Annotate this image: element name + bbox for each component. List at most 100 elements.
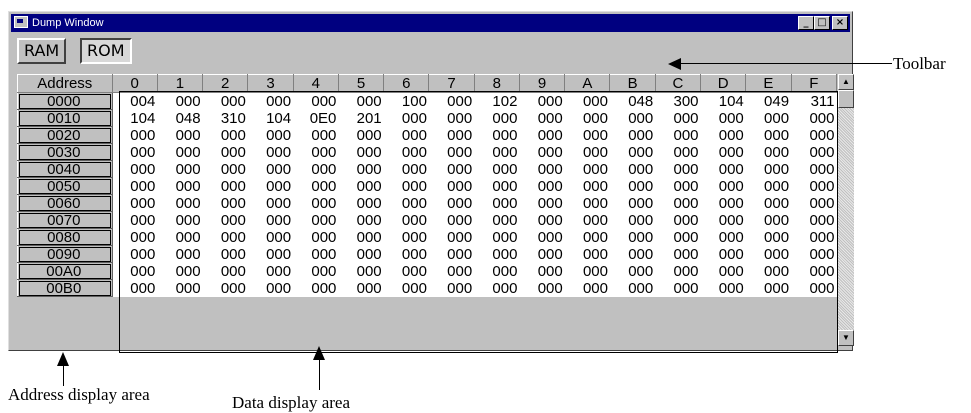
data-cell[interactable]: 000 — [428, 228, 475, 246]
data-cell[interactable]: 000 — [564, 143, 610, 161]
data-cell[interactable]: 000 — [112, 211, 158, 229]
data-cell[interactable]: 104 — [247, 109, 294, 127]
data-cell[interactable]: 311 — [791, 92, 837, 110]
data-cell[interactable]: 000 — [428, 262, 475, 280]
data-cell[interactable]: 000 — [609, 245, 656, 263]
data-cell[interactable]: 000 — [655, 143, 701, 161]
data-cell[interactable]: 000 — [564, 279, 610, 297]
data-cell[interactable]: 000 — [564, 245, 610, 263]
data-cell[interactable]: 000 — [157, 194, 203, 212]
data-cell[interactable]: 000 — [745, 160, 792, 178]
data-cell[interactable]: 000 — [655, 160, 701, 178]
data-cell[interactable]: 000 — [564, 211, 610, 229]
data-cell[interactable]: 000 — [383, 109, 429, 127]
data-cell[interactable]: 000 — [519, 126, 565, 144]
data-cell[interactable]: 000 — [293, 92, 339, 110]
data-cell[interactable]: 000 — [202, 194, 248, 212]
data-cell[interactable]: 000 — [338, 194, 384, 212]
data-cell[interactable]: 000 — [745, 279, 792, 297]
data-cell[interactable]: 000 — [157, 160, 203, 178]
data-cell[interactable]: 000 — [202, 279, 248, 297]
data-cell[interactable]: 048 — [609, 92, 656, 110]
data-cell[interactable]: 000 — [202, 262, 248, 280]
data-cell[interactable]: 000 — [202, 211, 248, 229]
ram-button[interactable]: RAM — [17, 38, 67, 64]
data-cell[interactable]: 100 — [383, 92, 429, 110]
data-cell[interactable]: 000 — [383, 211, 429, 229]
data-cell[interactable]: 000 — [745, 262, 792, 280]
data-cell[interactable]: 000 — [655, 279, 701, 297]
data-cell[interactable]: 000 — [338, 160, 384, 178]
title-bar[interactable]: Dump Window _ □ × — [11, 14, 850, 32]
address-cell[interactable]: 0060 — [17, 194, 113, 212]
data-cell[interactable]: 000 — [700, 194, 746, 212]
data-cell[interactable]: 000 — [112, 245, 158, 263]
data-cell[interactable]: 000 — [791, 160, 837, 178]
data-cell[interactable]: 000 — [247, 92, 294, 110]
data-cell[interactable]: 000 — [655, 262, 701, 280]
data-cell[interactable]: 000 — [474, 262, 520, 280]
data-cell[interactable]: 000 — [609, 109, 656, 127]
data-cell[interactable]: 000 — [202, 228, 248, 246]
address-cell[interactable]: 00B0 — [17, 279, 113, 297]
data-cell[interactable]: 000 — [791, 245, 837, 263]
data-cell[interactable]: 201 — [338, 109, 384, 127]
data-cell[interactable]: 000 — [247, 126, 294, 144]
data-cell[interactable]: 000 — [564, 194, 610, 212]
data-cell[interactable]: 000 — [564, 126, 610, 144]
data-cell[interactable]: 000 — [519, 211, 565, 229]
data-cell[interactable]: 000 — [564, 262, 610, 280]
data-cell[interactable]: 000 — [157, 211, 203, 229]
data-cell[interactable]: 102 — [474, 92, 520, 110]
data-cell[interactable]: 000 — [202, 245, 248, 263]
data-cell[interactable]: 000 — [564, 160, 610, 178]
data-cell[interactable]: 000 — [202, 177, 248, 195]
data-cell[interactable]: 000 — [519, 160, 565, 178]
data-cell[interactable]: 000 — [474, 143, 520, 161]
data-cell[interactable]: 310 — [202, 109, 248, 127]
data-cell[interactable]: 000 — [202, 92, 248, 110]
data-cell[interactable]: 000 — [383, 126, 429, 144]
data-cell[interactable]: 000 — [564, 177, 610, 195]
data-cell[interactable]: 000 — [428, 92, 475, 110]
data-cell[interactable]: 000 — [428, 194, 475, 212]
data-cell[interactable]: 000 — [112, 177, 158, 195]
vertical-scrollbar[interactable]: ▲ ▼ — [838, 74, 854, 346]
data-cell[interactable]: 104 — [700, 92, 746, 110]
data-cell[interactable]: 0E0 — [293, 109, 339, 127]
data-cell[interactable]: 000 — [112, 194, 158, 212]
data-cell[interactable]: 000 — [293, 194, 339, 212]
data-cell[interactable]: 000 — [383, 194, 429, 212]
data-cell[interactable]: 000 — [791, 279, 837, 297]
data-cell[interactable]: 000 — [745, 177, 792, 195]
address-cell[interactable]: 0050 — [17, 177, 113, 195]
data-cell[interactable]: 000 — [383, 143, 429, 161]
scroll-up-icon[interactable]: ▲ — [838, 74, 854, 90]
data-cell[interactable]: 000 — [564, 92, 610, 110]
data-cell[interactable]: 000 — [383, 160, 429, 178]
data-cell[interactable]: 000 — [745, 126, 792, 144]
address-cell[interactable]: 0020 — [17, 126, 113, 144]
data-cell[interactable]: 000 — [474, 194, 520, 212]
data-cell[interactable]: 000 — [791, 143, 837, 161]
data-cell[interactable]: 000 — [157, 262, 203, 280]
data-cell[interactable]: 104 — [112, 109, 158, 127]
data-cell[interactable]: 000 — [293, 245, 339, 263]
data-cell[interactable]: 000 — [293, 126, 339, 144]
data-cell[interactable]: 300 — [655, 92, 701, 110]
data-cell[interactable]: 000 — [655, 245, 701, 263]
data-cell[interactable]: 000 — [247, 177, 294, 195]
data-cell[interactable]: 000 — [745, 228, 792, 246]
data-cell[interactable]: 000 — [519, 194, 565, 212]
data-cell[interactable]: 000 — [112, 262, 158, 280]
scroll-down-icon[interactable]: ▼ — [838, 330, 854, 346]
data-cell[interactable]: 000 — [383, 262, 429, 280]
data-cell[interactable]: 000 — [247, 194, 294, 212]
data-cell[interactable]: 000 — [428, 211, 475, 229]
data-cell[interactable]: 000 — [247, 228, 294, 246]
data-cell[interactable]: 000 — [745, 109, 792, 127]
data-cell[interactable]: 000 — [700, 279, 746, 297]
data-cell[interactable]: 000 — [247, 279, 294, 297]
data-cell[interactable]: 000 — [745, 194, 792, 212]
data-cell[interactable]: 000 — [112, 143, 158, 161]
